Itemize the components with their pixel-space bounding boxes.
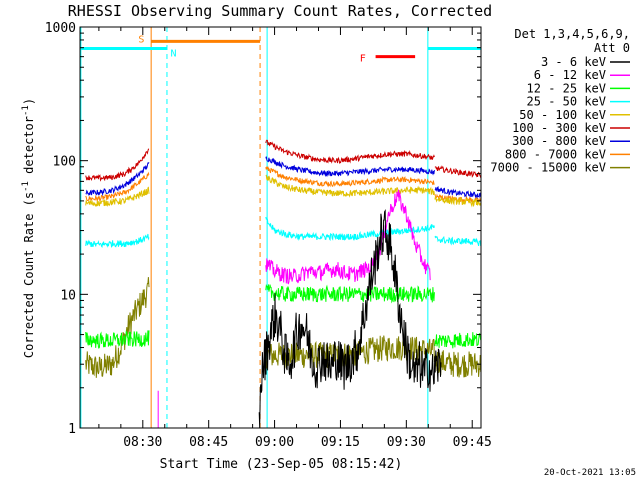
series-line <box>85 277 150 378</box>
x-axis: 08:30 08:45 09:00 09:15 09:30 09:45 <box>98 27 492 450</box>
y-tick-label: 1000 <box>45 21 76 36</box>
y-axis-label-part: Corrected Count Rate (s <box>22 192 36 358</box>
series-line <box>265 174 435 198</box>
footer-date: 20-Oct-2021 13:05 <box>544 468 636 478</box>
plot-frame <box>79 26 482 429</box>
series-line <box>434 195 481 208</box>
chart-title: RHESSI Observing Summary Count Rates, Co… <box>68 2 492 20</box>
legend-label: 3 - 6 keV <box>541 55 606 69</box>
plot-area: S N F <box>80 27 481 428</box>
legend-label: 12 - 25 keV <box>527 81 606 95</box>
legend-label: 300 - 800 keV <box>512 134 606 148</box>
flag-label: N <box>170 49 176 60</box>
y-axis: 1 10 100 1000 <box>45 21 481 437</box>
y-axis-label-part: ) <box>22 98 36 105</box>
flag-label: F <box>360 54 366 65</box>
legend-label: 6 - 12 keV <box>534 68 606 82</box>
series-line <box>258 209 442 428</box>
series-line <box>85 330 150 349</box>
series-line <box>434 165 481 180</box>
x-tick-label: 09:45 <box>453 435 492 450</box>
flag-label: S <box>138 34 144 45</box>
series-line <box>265 216 435 242</box>
y-axis-label: Corrected Count Rate (s-1 detector-1) <box>21 98 36 358</box>
series-line <box>85 148 150 182</box>
series-line <box>85 186 150 207</box>
series-line <box>265 283 435 304</box>
x-axis-label: Start Time (23-Sep-05 08:15:42) <box>160 457 403 472</box>
series-line <box>85 233 150 248</box>
x-tick-label: 08:30 <box>123 435 162 450</box>
series-line <box>85 171 150 203</box>
x-tick-label: 09:00 <box>255 435 294 450</box>
legend-label: 800 - 7000 keV <box>505 147 606 161</box>
y-axis-label-exponent: -1 <box>21 105 31 116</box>
series-line <box>265 189 431 285</box>
series-line <box>265 165 435 188</box>
legend-header-line: Att 0 <box>594 41 630 55</box>
legend-header-line: Det 1,3,4,5,6,9, <box>514 27 630 41</box>
legend-label: 100 - 300 keV <box>512 121 606 135</box>
series-line <box>434 332 481 349</box>
series-line <box>265 139 435 165</box>
legend-label: 7000 - 15000 keV <box>490 161 606 175</box>
y-tick-label: 10 <box>60 288 76 303</box>
series-line <box>434 185 481 199</box>
y-tick-label: 100 <box>53 155 76 170</box>
series-line <box>85 162 150 197</box>
series-line <box>434 350 481 378</box>
x-tick-label: 08:45 <box>189 435 228 450</box>
x-tick-label: 09:15 <box>321 435 360 450</box>
series-line <box>434 193 481 204</box>
x-tick-label: 09:30 <box>387 435 426 450</box>
y-axis-label-exponent: -1 <box>21 181 31 192</box>
y-tick-label: 1 <box>68 422 76 437</box>
legend-label: 50 - 100 keV <box>519 108 606 122</box>
series-line <box>265 156 435 178</box>
y-axis-label-part: detector <box>22 116 36 181</box>
legend-label: 25 - 50 keV <box>527 95 606 109</box>
series-line <box>434 235 481 247</box>
